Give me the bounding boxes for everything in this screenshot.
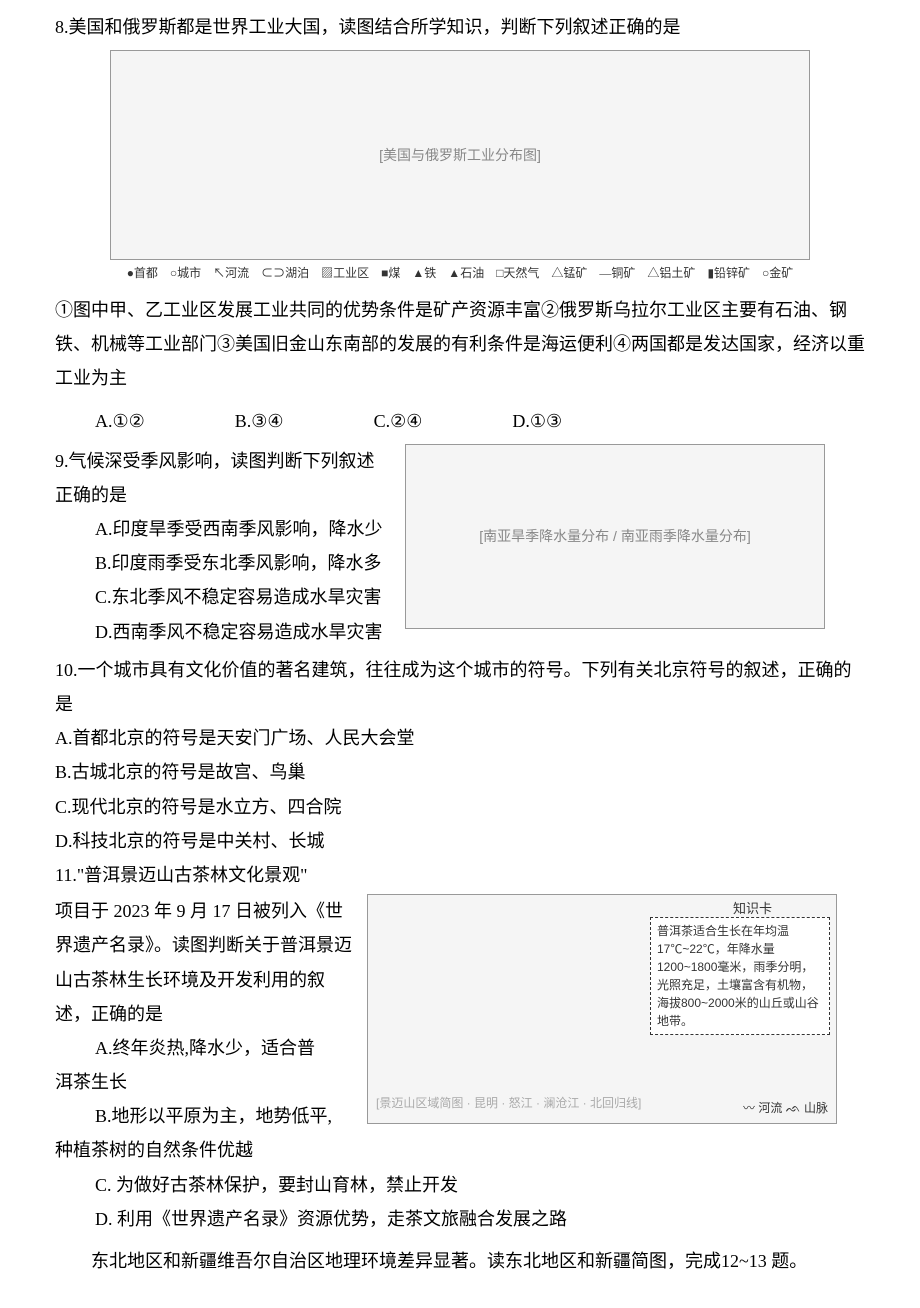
q11-legend: 〰 河流 ᨒ 山脉 bbox=[743, 1100, 828, 1117]
q8-figure: [美国与俄罗斯工业分布图] bbox=[110, 50, 810, 260]
q11-option-a-line1: A.终年炎热,降水少，适合普 bbox=[55, 1031, 355, 1065]
q9-figure-label: [南亚旱季降水量分布 / 南亚雨季降水量分布] bbox=[479, 523, 750, 550]
q11-option-a-line2: 洱茶生长 bbox=[55, 1065, 355, 1099]
q8-option-d: D.①③ bbox=[512, 404, 562, 438]
knowledge-card-text: 普洱茶适合生长在年均温17℃~22℃，年降水量1200~1800毫米，雨季分明，… bbox=[657, 924, 819, 1028]
q8-option-c: C.②④ bbox=[374, 404, 423, 438]
q11-figure-label: [景迈山区域简图 · 昆明 · 怒江 · 澜沧江 · 北回归线] bbox=[376, 1092, 641, 1115]
q11-option-c: C. 为做好古茶林保护，要封山育林，禁止开发 bbox=[55, 1168, 865, 1202]
q11-figure: [景迈山区域简图 · 昆明 · 怒江 · 澜沧江 · 北回归线] 知识卡 普洱茶… bbox=[367, 894, 837, 1124]
q11-title: 11."普洱景迈山古茶林文化景观" bbox=[55, 858, 865, 892]
q8-figure-caption: ●首都 ○城市 ↖河流 ⊂⊃湖泊 ▨工业区 ■煤 ▲铁 ▲石油 □天然气 △锰矿… bbox=[55, 262, 865, 285]
q9-stem-line2: 正确的是 bbox=[55, 478, 395, 512]
q8-option-a: A.①② bbox=[95, 404, 145, 438]
q9-option-c: C.东北季风不稳定容易造成水旱灾害 bbox=[55, 580, 395, 614]
q10-option-d: D.科技北京的符号是中关村、长城 bbox=[55, 824, 865, 858]
q9-option-d: D.西南季风不稳定容易造成水旱灾害 bbox=[55, 615, 395, 649]
q8-figure-label: [美国与俄罗斯工业分布图] bbox=[379, 142, 541, 169]
q10-option-b: B.古城北京的符号是故宫、鸟巢 bbox=[55, 755, 865, 789]
q9-figure: [南亚旱季降水量分布 / 南亚雨季降水量分布] bbox=[405, 444, 825, 629]
q11-option-d: D. 利用《世界遗产名录》资源优势，走茶文旅融合发展之路 bbox=[55, 1202, 865, 1236]
q11-option-b-line2: 种植茶树的自然条件优越 bbox=[55, 1133, 865, 1167]
q8-stem: 8.美国和俄罗斯都是世界工业大国，读图结合所学知识，判断下列叙述正确的是 bbox=[55, 10, 865, 44]
q11-p1: 项目于 2023 年 9 月 17 日被列入《世界遗产名录》。读图判断关于普洱景… bbox=[55, 894, 355, 1031]
q10-option-a: A.首都北京的符号是天安门广场、人民大会堂 bbox=[55, 721, 865, 755]
q8-statements: ①图中甲、乙工业区发展工业共同的优势条件是矿产资源丰富②俄罗斯乌拉尔工业区主要有… bbox=[55, 293, 865, 396]
knowledge-card: 普洱茶适合生长在年均温17℃~22℃，年降水量1200~1800毫米，雨季分明，… bbox=[650, 917, 830, 1035]
q8-option-b: B.③④ bbox=[235, 404, 284, 438]
q9-option-b: B.印度雨季受东北季风影响，降水多 bbox=[55, 546, 395, 580]
q10-option-c: C.现代北京的符号是水立方、四合院 bbox=[55, 790, 865, 824]
q9-stem-line1: 9.气候深受季风影响，读图判断下列叙述 bbox=[55, 444, 395, 478]
tail-text: 东北地区和新疆维吾尔自治区地理环境差异显著。读东北地区和新疆简图，完成12~13… bbox=[55, 1244, 865, 1278]
q8-options: A.①② B.③④ C.②④ D.①③ bbox=[55, 404, 865, 438]
q11-option-b-line1: B.地形以平原为主，地势低平, bbox=[55, 1099, 355, 1133]
q9-option-a: A.印度旱季受西南季风影响，降水少 bbox=[55, 512, 395, 546]
q10-stem: 10.一个城市具有文化价值的著名建筑，往往成为这个城市的符号。下列有关北京符号的… bbox=[55, 653, 865, 721]
